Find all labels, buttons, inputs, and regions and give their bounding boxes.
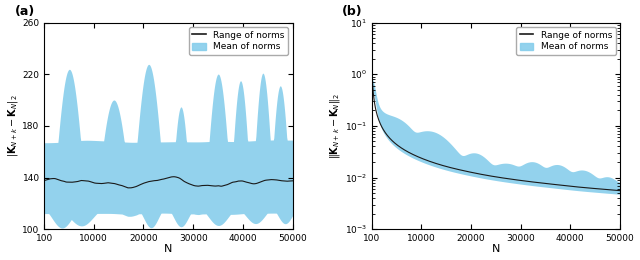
Y-axis label: $\|\mathbf{K}_{N+k} - \mathbf{K}_N\|_2$: $\|\mathbf{K}_{N+k} - \mathbf{K}_N\|_2$ [328,93,342,159]
X-axis label: N: N [164,244,173,255]
X-axis label: N: N [492,244,500,255]
Text: (b): (b) [342,5,363,18]
Legend: Range of norms, Mean of norms: Range of norms, Mean of norms [189,27,288,55]
Text: (a): (a) [15,5,35,18]
Legend: Range of norms, Mean of norms: Range of norms, Mean of norms [516,27,616,55]
Y-axis label: $|\mathbf{K}_{N+k} - \mathbf{K}_N|_2$: $|\mathbf{K}_{N+k} - \mathbf{K}_N|_2$ [6,95,20,157]
